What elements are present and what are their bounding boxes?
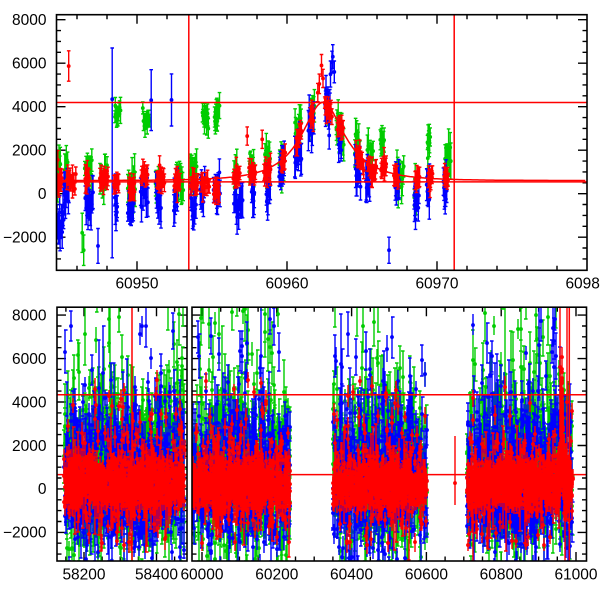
svg-text:4000: 4000: [12, 394, 47, 411]
svg-text:8000: 8000: [12, 307, 47, 324]
svg-text:60960: 60960: [265, 276, 308, 293]
svg-text:4000: 4000: [12, 99, 47, 116]
svg-text:60000: 60000: [180, 567, 223, 584]
svg-text:6000: 6000: [12, 351, 47, 368]
svg-text:2000: 2000: [12, 143, 47, 160]
svg-text:8000: 8000: [12, 12, 47, 29]
svg-text:60400: 60400: [330, 567, 373, 584]
svg-text:0: 0: [38, 481, 47, 498]
svg-text:58400: 58400: [135, 567, 178, 584]
svg-text:−2000: −2000: [3, 525, 47, 542]
svg-text:6000: 6000: [12, 56, 47, 73]
svg-text:60980: 60980: [565, 276, 600, 293]
svg-text:58200: 58200: [62, 567, 105, 584]
svg-text:61000: 61000: [554, 567, 597, 584]
svg-text:0: 0: [38, 186, 47, 203]
svg-text:60950: 60950: [115, 276, 158, 293]
svg-text:2000: 2000: [12, 438, 47, 455]
svg-text:60970: 60970: [415, 276, 458, 293]
svg-text:−2000: −2000: [3, 230, 47, 247]
svg-text:60200: 60200: [255, 567, 298, 584]
svg-text:60600: 60600: [405, 567, 448, 584]
svg-text:60800: 60800: [480, 567, 523, 584]
